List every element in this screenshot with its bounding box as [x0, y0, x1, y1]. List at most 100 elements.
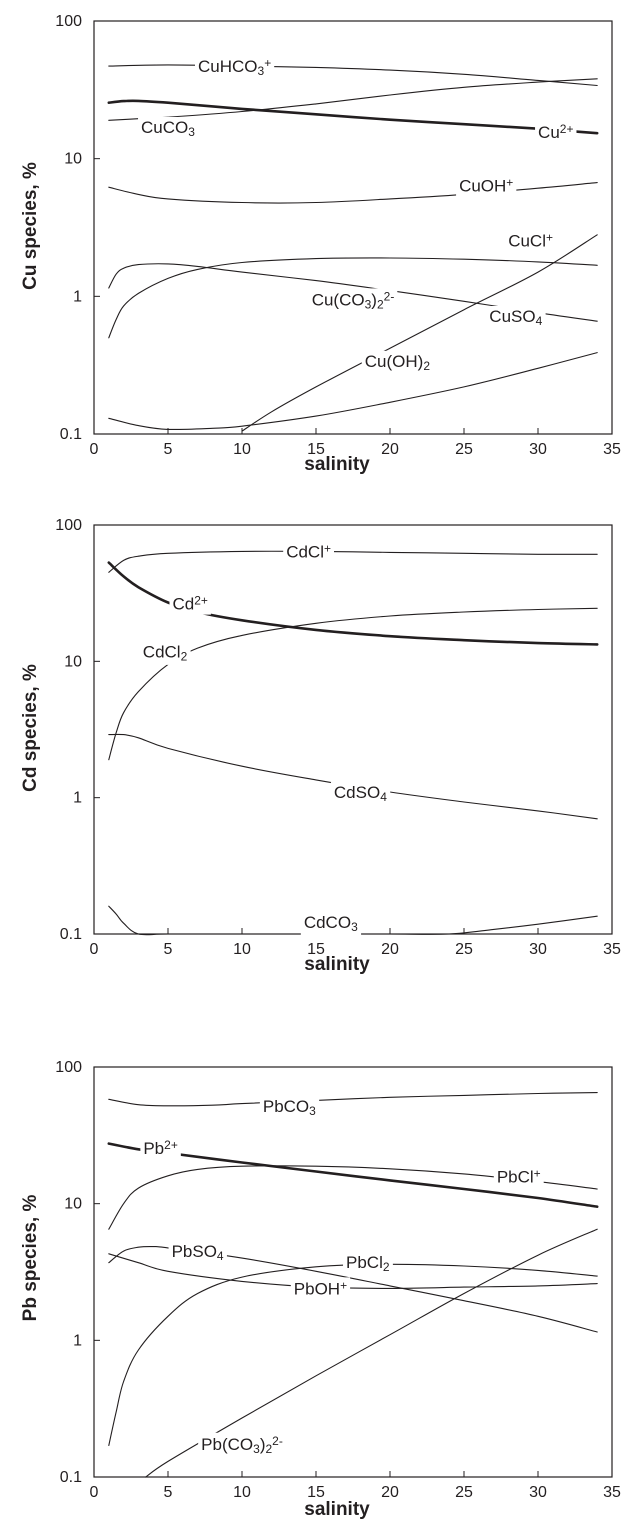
cd-series-label-bg [169, 592, 211, 615]
cu-series-label-text: Cu(OH)2 [365, 352, 431, 373]
cu-x-tick-label: 5 [164, 441, 173, 458]
cu-series-label-0: CuHCO3+ [194, 55, 275, 80]
cd-x-tick-label: 35 [603, 941, 621, 958]
cd-series-label-text: CdSO4 [334, 783, 387, 804]
cu-series-line-6 [241, 234, 598, 432]
pb-x-tick-label: 15 [307, 1484, 325, 1501]
pb-series-label-0: PbCO3 [259, 1095, 320, 1120]
cu-series-label-bg [361, 350, 434, 375]
cd-x-tick-label: 25 [455, 941, 473, 958]
cu-y-axis-title: Cu species, % [20, 162, 41, 290]
cd-series-label-text: Cd2+ [172, 594, 207, 614]
cd-y-tick-label: 1 [73, 790, 82, 807]
cu-x-tick-label: 25 [455, 441, 473, 458]
pb-series-line-5 [108, 1263, 598, 1447]
cu-series-label-1: CuCO3 [138, 116, 199, 141]
cu-series-label-text: CuCO3 [141, 118, 195, 139]
cu-x-axis-title: salinity [304, 454, 370, 475]
cu-series-line-2 [107, 99, 599, 135]
cu-x-tick-label: 10 [233, 441, 251, 458]
cd-series-label-text: CdCO3 [304, 913, 358, 934]
cd-x-tick-label: 10 [233, 941, 251, 958]
cu-series-label-3: CuOH+ [456, 174, 517, 197]
cu-series-label-text: CuSO4 [489, 307, 542, 328]
cd-x-tick-label: 20 [381, 941, 399, 958]
cd-series-label-bg [139, 641, 191, 665]
cu-series-label-bg [486, 305, 546, 330]
pb-series-label-bg [259, 1095, 320, 1120]
cu-y-tick-label: 10 [64, 151, 82, 168]
cd-series-label-bg [283, 540, 335, 563]
cu-x-tick-label: 20 [381, 441, 399, 458]
cu-x-tick-label: 35 [603, 441, 621, 458]
cu-series-label-bg [505, 229, 557, 252]
cd-series-line-1 [107, 561, 599, 646]
pb-series-label-5: PbCl2 [343, 1251, 393, 1276]
cd-series-label-3: CdSO4 [330, 782, 391, 806]
pb-series-label-bg [343, 1251, 393, 1276]
cu-series-label-6: Cu(CO3)22- [308, 288, 398, 313]
cu-y-tick-label: 100 [55, 13, 82, 30]
cu-species-chart: Cu species, % salinity 0 5 10 15 20 25 30 35 0.1… [20, 13, 621, 475]
cd-y-tick-label: 10 [64, 653, 82, 670]
cd-x-tick-label: 15 [307, 941, 325, 958]
pb-x-tick-label: 0 [90, 1484, 99, 1501]
cu-plot-frame [93, 20, 613, 435]
pb-series-label-3: PbSO4 [168, 1241, 227, 1265]
pb-series-label-6: Pb(CO3)22- [198, 1432, 286, 1458]
pb-series-label-bg [140, 1137, 181, 1160]
pb-series-label-text: PbSO4 [172, 1242, 224, 1263]
cd-y-tick-label: 0.1 [60, 926, 82, 943]
cd-series-label-text: CdCl2 [143, 643, 188, 664]
cd-species-chart: Cd species, % salinity 0 5 10 15 20 25 30 35 0.1… [20, 517, 621, 975]
cd-y-tick-label: 100 [55, 517, 82, 534]
pb-y-axis-title: Pb species, % [20, 1195, 41, 1322]
cu-series-label-text: CuHCO3+ [198, 56, 271, 78]
pb-x-tick-label: 5 [164, 1484, 173, 1501]
cd-x-tick-label: 0 [90, 941, 99, 958]
cu-y-tick-label: 1 [73, 288, 82, 305]
pb-series-label-bg [493, 1165, 544, 1188]
pb-series-label-text: PbOH+ [294, 1278, 347, 1298]
cu-series-label-bg [308, 288, 398, 313]
pb-series-line-0 [108, 1092, 598, 1107]
pb-plot-frame [93, 1066, 613, 1478]
cu-series-label-text: Cu(CO3)22- [312, 289, 395, 311]
cu-series-label-text: CuCl+ [508, 230, 553, 250]
cu-series-label-7: Cu(OH)2 [361, 350, 434, 375]
cd-x-tick-label: 30 [529, 941, 547, 958]
cu-series-line-1 [108, 78, 598, 121]
pb-x-axis-title: salinity [304, 1499, 370, 1520]
cu-series-label-4: CuCl+ [505, 229, 557, 252]
pb-series-line-2 [108, 1165, 598, 1230]
cd-series-label-0: CdCl+ [283, 540, 335, 563]
pb-series-line-3 [108, 1245, 598, 1333]
pb-y-tick-label: 0.1 [60, 1469, 82, 1486]
cu-x-tick-label: 15 [307, 441, 325, 458]
cd-series-label-1: Cd2+ [169, 592, 211, 615]
cd-series-label-4: CdCO3 [300, 912, 362, 936]
cd-series-line-2 [108, 607, 598, 761]
pb-series-label-text: PbCO3 [263, 1097, 316, 1118]
cu-series-label-bg [456, 174, 517, 197]
pb-x-tick-label: 20 [381, 1484, 399, 1501]
cu-y-tick-label: 0.1 [60, 426, 82, 443]
cu-series-line-0 [108, 64, 598, 87]
pb-series-label-bg [198, 1432, 286, 1458]
cu-series-line-4 [108, 257, 598, 339]
pb-x-tick-label: 25 [455, 1484, 473, 1501]
cu-series-label-text: Cu2+ [538, 122, 573, 142]
cd-series-line-3 [108, 733, 598, 820]
cu-series-line-3 [108, 182, 598, 204]
pb-series-label-bg [290, 1277, 351, 1300]
cd-x-tick-label: 5 [164, 941, 173, 958]
pb-x-tick-label: 30 [529, 1484, 547, 1501]
cd-series-label-text: CdCl+ [286, 541, 331, 561]
pb-y-tick-label: 100 [55, 1059, 82, 1076]
cu-series-line-7 [108, 352, 598, 431]
cd-series-label-2: CdCl2 [139, 641, 191, 665]
pb-x-tick-label: 10 [233, 1484, 251, 1501]
cu-series-line-5 [108, 263, 598, 322]
cu-series-label-bg [194, 55, 275, 80]
